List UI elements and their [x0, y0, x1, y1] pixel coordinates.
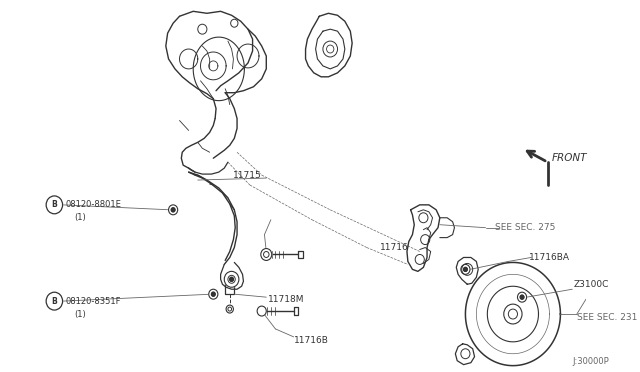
Text: B: B	[51, 201, 57, 209]
Circle shape	[211, 292, 215, 296]
Text: (1): (1)	[74, 310, 86, 318]
Text: B: B	[51, 296, 57, 306]
Circle shape	[46, 196, 63, 214]
Circle shape	[463, 267, 467, 271]
Text: 11715: 11715	[234, 171, 262, 180]
Text: 11718M: 11718M	[268, 295, 305, 304]
Circle shape	[230, 277, 234, 281]
Text: 08120-8351F: 08120-8351F	[65, 296, 121, 306]
Circle shape	[520, 295, 524, 299]
Text: 11716B: 11716B	[294, 336, 328, 345]
Text: SEE SEC. 275: SEE SEC. 275	[495, 223, 555, 232]
Text: 08120-8801E: 08120-8801E	[65, 201, 121, 209]
Text: 11716: 11716	[380, 243, 408, 252]
Circle shape	[518, 292, 527, 302]
Circle shape	[261, 248, 272, 260]
Circle shape	[172, 208, 175, 212]
Circle shape	[209, 289, 218, 299]
Text: SEE SEC. 231: SEE SEC. 231	[577, 312, 637, 321]
Circle shape	[461, 264, 470, 274]
Circle shape	[168, 205, 178, 215]
Text: Z3100C: Z3100C	[574, 280, 609, 289]
Text: FRONT: FRONT	[552, 153, 588, 163]
Circle shape	[226, 305, 234, 313]
Circle shape	[257, 306, 266, 316]
Circle shape	[224, 271, 239, 287]
Text: (1): (1)	[74, 213, 86, 222]
Circle shape	[46, 292, 63, 310]
Text: 11716BA: 11716BA	[529, 253, 570, 262]
Circle shape	[504, 304, 522, 324]
Text: J:30000P: J:30000P	[572, 357, 609, 366]
